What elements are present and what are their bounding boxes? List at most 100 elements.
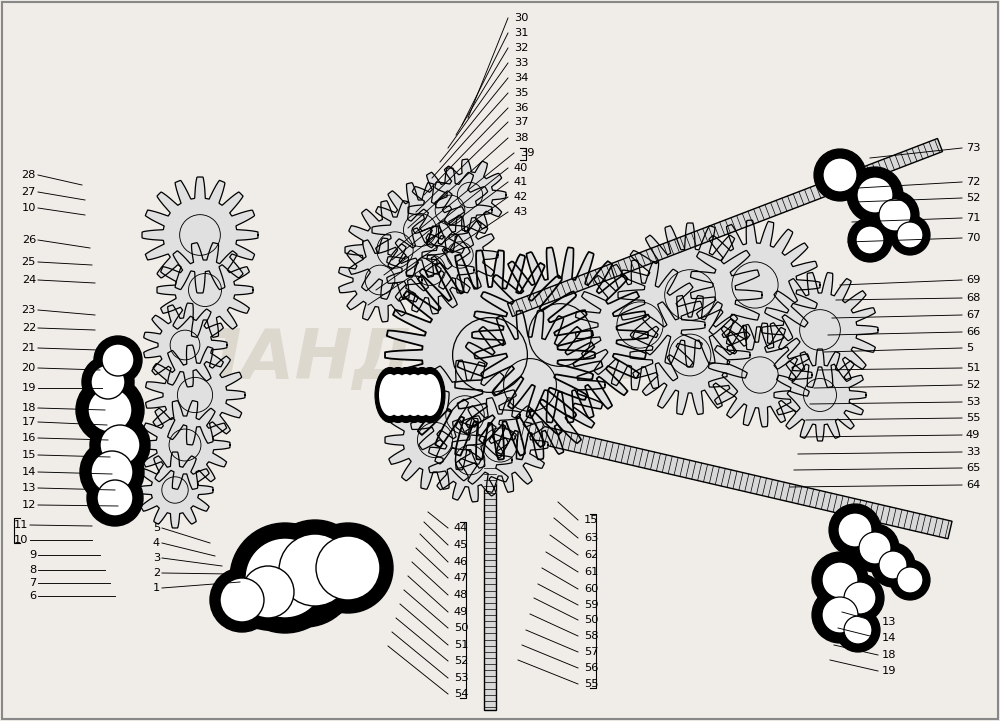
Text: 30: 30 xyxy=(514,13,528,23)
Text: 15: 15 xyxy=(584,515,598,525)
Text: 37: 37 xyxy=(514,117,528,127)
Polygon shape xyxy=(630,296,750,415)
Text: 54: 54 xyxy=(454,689,468,699)
Circle shape xyxy=(316,536,380,600)
Text: 60: 60 xyxy=(584,584,598,594)
Ellipse shape xyxy=(375,368,405,423)
Text: 55: 55 xyxy=(966,413,980,423)
Circle shape xyxy=(871,543,915,587)
Circle shape xyxy=(82,356,134,408)
Ellipse shape xyxy=(383,368,413,423)
Polygon shape xyxy=(144,303,227,387)
Ellipse shape xyxy=(419,374,441,416)
Polygon shape xyxy=(518,421,952,539)
Text: 47: 47 xyxy=(454,573,468,583)
Circle shape xyxy=(91,365,125,399)
Circle shape xyxy=(844,582,876,614)
Circle shape xyxy=(822,597,858,633)
Ellipse shape xyxy=(387,374,409,416)
Circle shape xyxy=(871,191,919,239)
Polygon shape xyxy=(339,238,422,322)
Text: 53: 53 xyxy=(966,397,980,407)
Polygon shape xyxy=(411,360,520,470)
Circle shape xyxy=(230,523,340,633)
Polygon shape xyxy=(484,465,496,710)
Text: 1: 1 xyxy=(153,583,160,593)
Text: 5: 5 xyxy=(153,523,160,533)
Circle shape xyxy=(100,425,140,465)
Text: 43: 43 xyxy=(514,207,528,217)
Polygon shape xyxy=(385,391,485,490)
Circle shape xyxy=(347,571,355,579)
Text: 39: 39 xyxy=(520,148,534,158)
Circle shape xyxy=(220,578,264,622)
Circle shape xyxy=(879,551,907,579)
Text: 2: 2 xyxy=(153,568,160,578)
Polygon shape xyxy=(455,311,605,459)
Text: 21: 21 xyxy=(22,343,36,353)
Text: 9: 9 xyxy=(29,550,36,560)
Text: 50: 50 xyxy=(454,623,468,633)
Text: 18: 18 xyxy=(882,650,896,660)
Text: 55: 55 xyxy=(584,679,598,689)
Circle shape xyxy=(829,504,881,556)
Ellipse shape xyxy=(407,368,437,423)
Circle shape xyxy=(268,603,276,611)
Circle shape xyxy=(879,199,911,231)
Text: 6: 6 xyxy=(29,591,36,601)
Text: 17: 17 xyxy=(22,417,36,427)
Polygon shape xyxy=(422,217,498,293)
Text: 59: 59 xyxy=(584,600,598,610)
Circle shape xyxy=(279,534,351,606)
Text: 19: 19 xyxy=(882,666,896,676)
Text: 28: 28 xyxy=(22,170,36,180)
Text: 35: 35 xyxy=(514,88,528,98)
Text: 23: 23 xyxy=(22,305,36,315)
Circle shape xyxy=(334,603,342,611)
Polygon shape xyxy=(345,200,445,299)
Text: 69: 69 xyxy=(966,275,980,285)
Text: 14: 14 xyxy=(882,633,896,643)
Circle shape xyxy=(90,415,150,475)
Circle shape xyxy=(80,440,144,504)
Text: 16: 16 xyxy=(22,433,36,443)
Text: 22: 22 xyxy=(22,323,36,333)
Text: 33: 33 xyxy=(966,447,980,457)
Text: 8: 8 xyxy=(29,565,36,575)
Circle shape xyxy=(890,215,930,255)
Circle shape xyxy=(303,523,393,613)
Text: 53: 53 xyxy=(454,673,468,683)
Text: 10: 10 xyxy=(14,535,28,545)
Polygon shape xyxy=(387,226,474,314)
Text: 36: 36 xyxy=(514,103,528,113)
Polygon shape xyxy=(372,182,468,278)
Text: 10: 10 xyxy=(22,203,36,213)
Text: 73: 73 xyxy=(966,143,980,153)
Circle shape xyxy=(822,562,858,598)
Ellipse shape xyxy=(411,374,433,416)
Text: 4: 4 xyxy=(153,538,160,548)
Text: 44: 44 xyxy=(454,523,468,533)
Text: ЛАНДАЖЕВОЗА: ЛАНДАЖЕВОЗА xyxy=(183,327,817,394)
Circle shape xyxy=(301,525,309,533)
Circle shape xyxy=(836,608,880,652)
Circle shape xyxy=(91,451,133,493)
Text: 56: 56 xyxy=(584,663,598,673)
Circle shape xyxy=(812,552,868,608)
Circle shape xyxy=(838,513,872,547)
Circle shape xyxy=(859,532,891,564)
Text: 12: 12 xyxy=(22,500,36,510)
Polygon shape xyxy=(142,177,258,293)
Text: 32: 32 xyxy=(514,43,528,53)
Circle shape xyxy=(897,222,923,248)
Polygon shape xyxy=(408,168,492,252)
Circle shape xyxy=(255,571,263,579)
Text: 11: 11 xyxy=(14,520,28,530)
Text: 58: 58 xyxy=(584,631,598,641)
Circle shape xyxy=(856,226,884,254)
Circle shape xyxy=(301,617,309,625)
Polygon shape xyxy=(618,223,762,367)
Text: 50: 50 xyxy=(584,615,598,625)
Polygon shape xyxy=(774,349,866,441)
Text: 67: 67 xyxy=(966,310,980,320)
